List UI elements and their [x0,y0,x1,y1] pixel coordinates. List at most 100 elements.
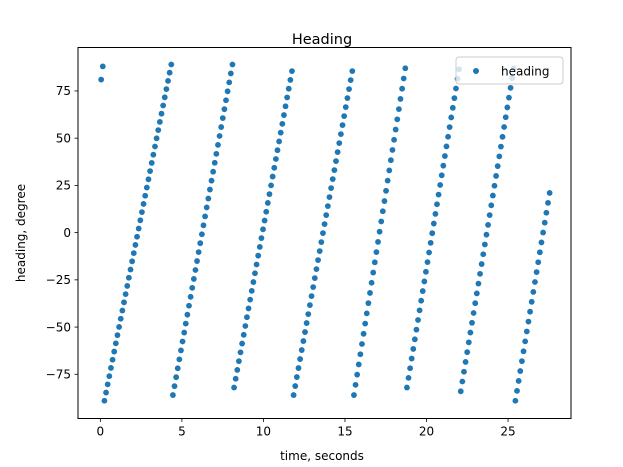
data-point [218,124,225,130]
data-point [389,147,396,153]
data-point [437,182,444,188]
data-point [224,88,231,95]
data-point [293,374,300,380]
data-point [386,167,393,174]
data-point [111,348,118,355]
data-point [427,239,434,246]
data-point [232,375,239,382]
data-point [522,338,529,345]
data-point [215,142,221,148]
data-point [328,185,334,192]
data-point [297,356,304,362]
data-point [473,290,480,297]
data-point [256,243,263,250]
data-point [520,348,527,355]
data-point [344,95,351,102]
data-point [435,191,442,198]
data-point [375,238,381,245]
data-point [536,249,543,256]
data-point [470,310,477,316]
y-tick-label: 75 [56,84,71,98]
data-point [465,339,472,346]
data-point [423,268,429,275]
data-point [200,222,207,229]
data-point [485,221,491,228]
data-point [192,267,199,273]
data-point [429,230,436,237]
data-point [124,283,131,289]
data-point [392,126,399,133]
data-point [171,383,178,390]
data-point [208,177,215,184]
data-point [434,201,440,208]
data-point [347,77,354,84]
data-point [523,328,530,335]
data-point [203,204,210,211]
data-point [532,279,538,285]
data-point [491,182,498,189]
data-point [326,194,333,201]
data-point [360,330,367,337]
data-point [99,63,106,70]
data-point [357,351,364,358]
data-point [445,133,451,140]
data-point [281,112,287,118]
data-point [371,259,378,266]
x-tick-label: 15 [337,425,352,439]
data-point [402,65,409,72]
data-point [129,258,136,265]
data-point [351,392,357,398]
legend-label: heading [501,65,550,79]
data-point [324,203,331,210]
data-point [205,195,212,202]
data-point [507,84,514,91]
data-point [276,138,282,145]
data-point [295,365,302,371]
data-point [135,225,142,232]
data-point [116,324,122,330]
y-tick-label: 50 [56,131,71,145]
data-point [229,61,236,68]
data-point [277,129,284,136]
data-point [449,104,456,111]
data-point [182,320,189,327]
data-point [384,177,391,184]
data-point [223,97,229,104]
data-point [448,114,455,121]
data-point [119,307,126,314]
data-point [323,212,330,219]
data-point [279,120,286,127]
data-point [514,387,520,394]
data-point [472,300,479,307]
data-point [480,251,487,258]
data-point [451,95,458,102]
data-point [336,140,343,147]
data-point [239,340,246,347]
data-point [108,365,114,371]
x-axis: 0 5 10 15 20 25 [97,418,516,439]
legend-marker [473,68,479,74]
data-point [245,305,252,312]
data-point [421,278,428,285]
data-point [419,288,426,294]
data-point [378,218,385,225]
data-point [501,124,508,130]
legend-box [455,56,564,85]
data-point [197,240,204,247]
data-point [475,280,482,287]
data-point [179,338,186,345]
data-point [263,208,270,215]
data-point [430,220,437,227]
data-point [253,261,260,268]
data-point [240,331,247,338]
data-point [489,192,496,199]
x-tick-label: 25 [500,425,515,439]
data-point [530,289,537,295]
chart-title: Heading [292,32,352,48]
data-point [147,168,153,175]
data-point [391,136,397,143]
data-point [148,160,155,166]
data-point [122,291,129,298]
data-point [248,287,255,294]
